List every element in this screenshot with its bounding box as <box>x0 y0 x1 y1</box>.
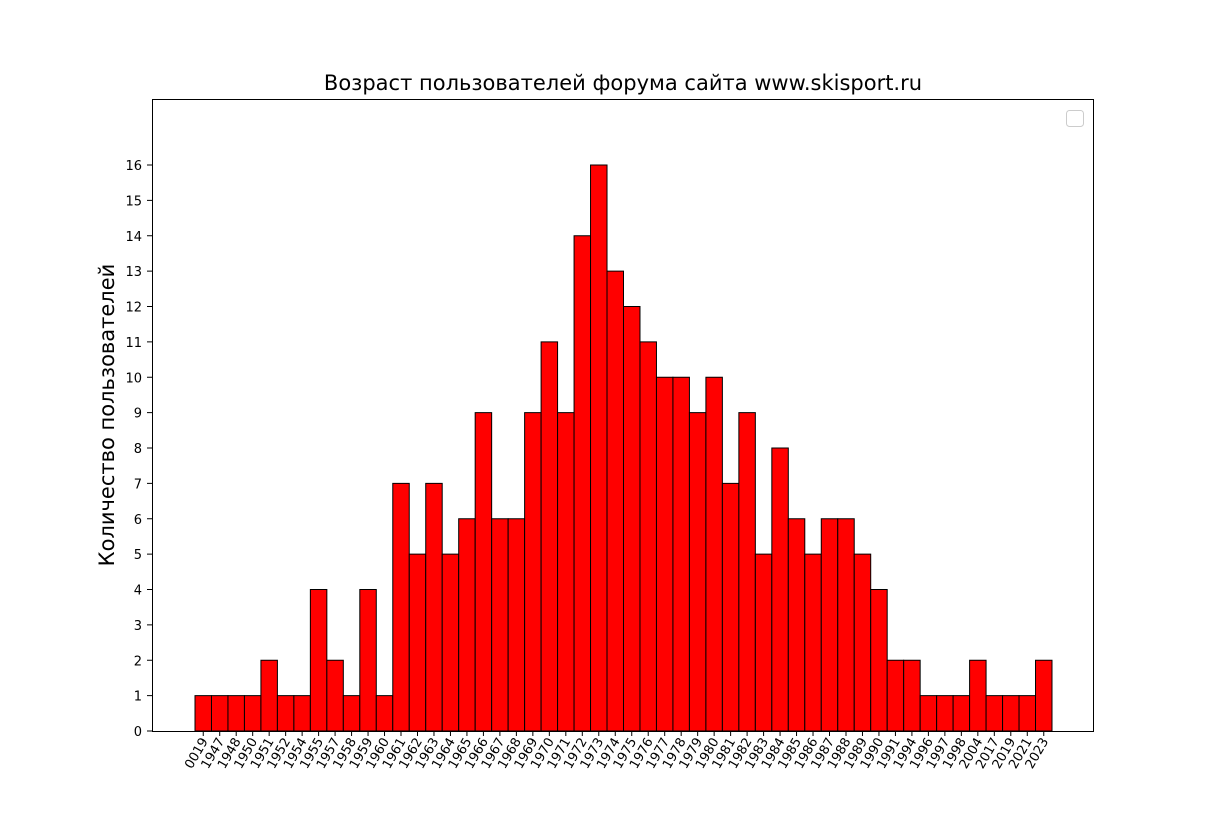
x-axis-ticks: 0019194719481950195119521954195519571958… <box>182 731 1052 772</box>
y-tick-label: 8 <box>134 442 142 457</box>
bar-0019 <box>194 695 212 732</box>
bar-1959 <box>359 589 377 732</box>
bar-2004 <box>969 659 987 732</box>
y-tick-label: 3 <box>134 619 142 634</box>
bar-1980 <box>705 376 723 732</box>
y-tick-label: 0 <box>134 725 142 740</box>
bar-1991 <box>886 659 905 732</box>
bar-1963 <box>425 482 443 732</box>
y-tick-label: 16 <box>125 159 142 174</box>
y-tick-label: 14 <box>125 230 142 245</box>
bar-1967 <box>491 518 509 732</box>
bar-1987 <box>820 518 839 732</box>
bar-1998 <box>952 695 971 732</box>
bar-1978 <box>672 376 690 732</box>
bar-1984 <box>771 447 789 732</box>
y-tick-label: 1 <box>134 690 142 705</box>
bar-1950 <box>243 695 262 732</box>
bar-1951 <box>260 659 278 732</box>
legend-box <box>1066 110 1084 127</box>
bar-1974 <box>606 270 624 732</box>
bar-1997 <box>936 695 954 732</box>
bar-1989 <box>853 553 872 732</box>
bar-1969 <box>524 412 542 732</box>
y-tick-label: 5 <box>134 548 142 563</box>
bar-1986 <box>804 553 822 732</box>
plot-frame <box>152 99 1094 732</box>
bar-1972 <box>573 235 592 732</box>
bar-1996 <box>919 695 938 732</box>
y-tick-label: 7 <box>134 477 142 492</box>
y-tick-label: 4 <box>134 584 142 599</box>
bar-1958 <box>342 695 361 732</box>
y-tick-label: 9 <box>134 407 142 422</box>
y-tick-label: 15 <box>125 194 142 209</box>
bar-1985 <box>787 518 806 732</box>
bar-1952 <box>276 695 295 732</box>
bar-2019 <box>1002 695 1020 732</box>
bar-1988 <box>837 518 855 732</box>
bar-2021 <box>1018 695 1037 732</box>
y-tick-label: 6 <box>134 513 142 528</box>
bars-group <box>194 164 1053 732</box>
bar-1964 <box>441 553 460 732</box>
bar-1954 <box>293 695 311 732</box>
bar-1990 <box>870 589 888 732</box>
y-tick-label: 11 <box>125 336 142 351</box>
bar-1965 <box>458 518 476 732</box>
y-tick-label: 10 <box>125 371 142 386</box>
bar-1971 <box>557 412 575 732</box>
bar-1960 <box>375 695 394 732</box>
bar-1981 <box>721 482 740 732</box>
bar-1966 <box>474 412 493 732</box>
bar-1955 <box>309 589 328 732</box>
bar-1962 <box>408 553 427 732</box>
bar-1975 <box>623 306 641 732</box>
bar-2023 <box>1035 659 1053 732</box>
y-tick-label: 12 <box>125 301 142 316</box>
bar-1973 <box>590 164 608 732</box>
y-tick-label: 2 <box>134 654 142 669</box>
bar-1948 <box>227 695 245 732</box>
bar-1983 <box>754 553 773 732</box>
bar-1994 <box>903 659 921 732</box>
bar-1957 <box>326 659 344 732</box>
bar-1976 <box>639 341 657 732</box>
bar-1970 <box>540 341 559 732</box>
chart-title: Возраст пользователей форума сайта www.s… <box>324 71 922 95</box>
y-axis-label: Количество пользователей <box>95 264 119 567</box>
bar-1982 <box>738 412 756 732</box>
y-tick-label: 13 <box>125 265 142 280</box>
bar-1968 <box>507 518 526 732</box>
bar-1979 <box>688 412 707 732</box>
bar-1961 <box>392 482 410 732</box>
bar-1977 <box>655 376 674 732</box>
bar-1947 <box>210 695 229 732</box>
bar-2017 <box>985 695 1004 732</box>
